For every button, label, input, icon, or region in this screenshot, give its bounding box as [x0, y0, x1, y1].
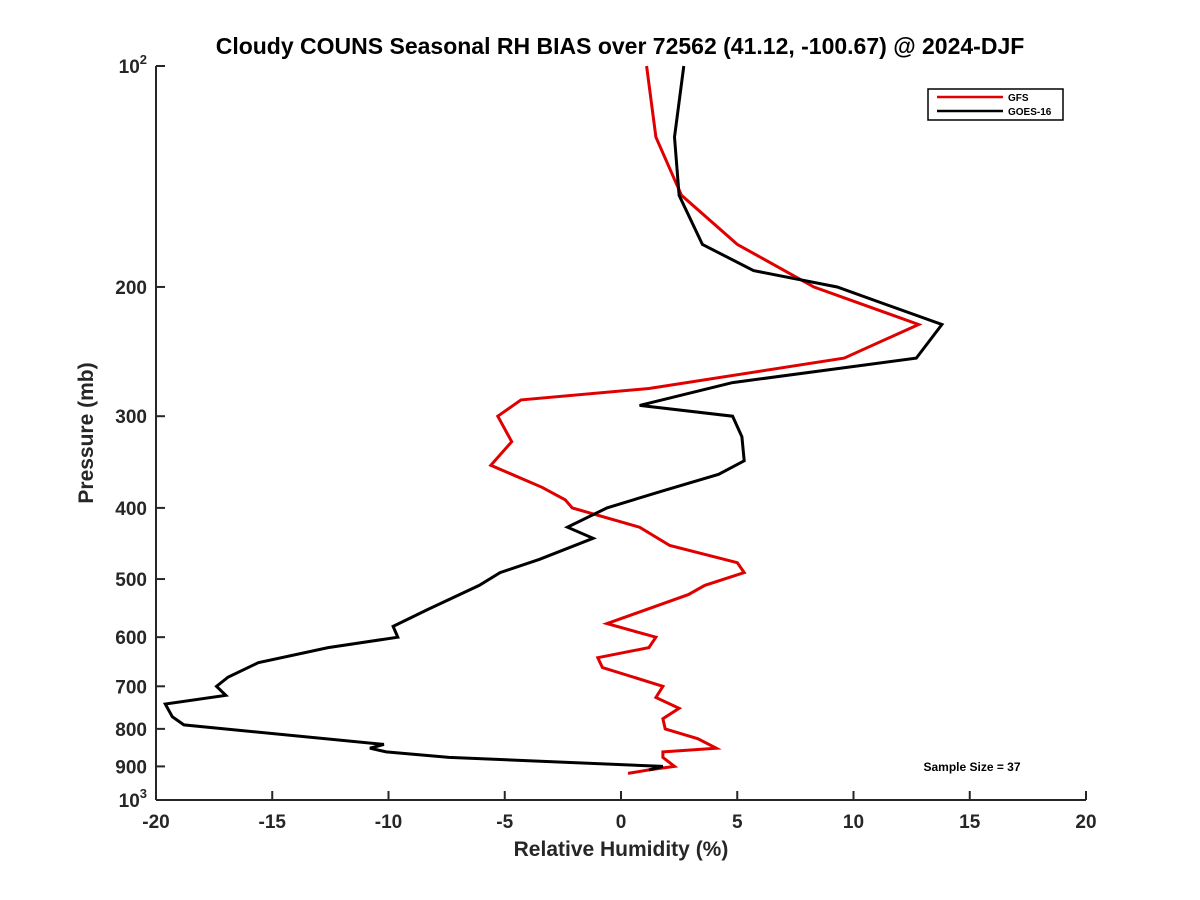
y-ticks: 102 200 300 400 500 600 700 800 900 103 [115, 52, 165, 812]
chart-title: Cloudy COUNS Seasonal RH BIAS over 72562… [216, 33, 1025, 59]
x-tick-label: 0 [616, 812, 627, 833]
y-tick-label: 103 [119, 786, 147, 812]
x-tick-label: -20 [142, 812, 169, 833]
x-tick-label: -5 [496, 812, 513, 833]
y-tick-label: 600 [115, 628, 147, 649]
y-tick-label: 800 [115, 720, 147, 741]
y-tick-label: 102 [119, 52, 147, 78]
legend-label-goes16: GOES-16 [1008, 107, 1052, 118]
y-tick-label: 900 [115, 757, 147, 778]
legend-label-gfs: GFS [1008, 93, 1029, 104]
y-tick-label: 300 [115, 407, 147, 428]
x-tick-label: -15 [259, 812, 287, 833]
x-ticks: -20 -15 -10 -5 0 5 10 15 20 [142, 791, 1097, 833]
plot-area [156, 66, 1086, 800]
legend-box [927, 88, 1064, 121]
y-tick-label: 400 [115, 499, 147, 520]
series-group [162, 65, 945, 775]
x-tick-label: 15 [959, 812, 981, 833]
series-line-gfs [488, 65, 923, 775]
y-axis-label: Pressure (mb) [75, 362, 98, 503]
x-tick-label: 5 [732, 812, 743, 833]
series-line-goes16 [162, 65, 945, 772]
y-tick-label: 500 [115, 570, 147, 591]
y-tick-label: 700 [115, 677, 147, 698]
x-axis-label: Relative Humidity (%) [514, 838, 729, 861]
x-tick-label: 10 [843, 812, 864, 833]
x-tick-label: 20 [1075, 812, 1096, 833]
y-tick-label: 200 [115, 278, 147, 299]
sample-size-annotation: Sample Size = 37 [923, 760, 1020, 774]
legend: GFS GOES-16 [927, 88, 1064, 121]
x-tick-label: -10 [375, 812, 402, 833]
